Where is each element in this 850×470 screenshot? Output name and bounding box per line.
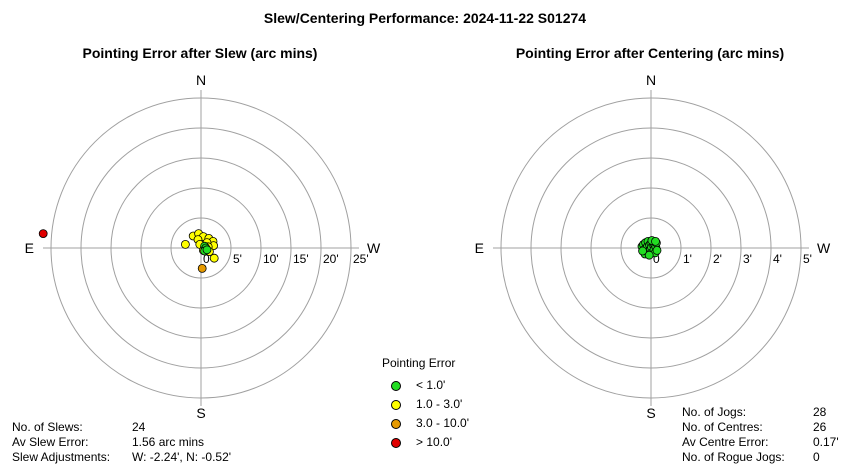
ring-tick-label: 0 <box>653 252 660 266</box>
slew-plot-title: Pointing Error after Slew (arc mins) <box>82 45 318 61</box>
stat-label: No. of Centres: <box>682 420 763 434</box>
stat-label: No. of Slews: <box>12 420 83 434</box>
stat-row: No. of Rogue Jogs: 0 <box>682 450 839 465</box>
stat-label: Av Slew Error: <box>12 435 89 449</box>
centering-error-polar-plot: N S E W 0 1' 2' 3' 4' 5' <box>475 72 831 421</box>
compass-south-label: S <box>196 405 205 421</box>
ring-tick-label: 5' <box>233 252 242 266</box>
legend-item-over-10: > 10.0' <box>382 435 455 454</box>
stat-row: Slew Adjustments: W: -2.24', N: -0.52' <box>12 450 231 465</box>
stat-value: W: -2.24', N: -0.52' <box>132 450 232 464</box>
legend-item-3-to-10: 3.0 - 10.0' <box>382 416 469 435</box>
compass-east-label: E <box>475 240 484 256</box>
compass-north-label: N <box>646 72 656 88</box>
slew-error-polar-plot: N S E W 0 5' 10' 15' 20' 25' <box>25 72 381 421</box>
compass-west-label: W <box>817 240 831 256</box>
stat-row: No. of Jogs: 28 <box>682 405 839 420</box>
ring-tick-label: 4' <box>773 252 782 266</box>
stat-row: Av Centre Error: 0.17' <box>682 435 839 450</box>
compass-east-label: E <box>25 240 34 256</box>
stat-value: 1.56 arc mins <box>132 435 205 449</box>
legend-title: Pointing Error <box>382 356 456 370</box>
error-point <box>38 229 48 239</box>
stat-label: No. of Jogs: <box>682 405 747 419</box>
legend-swatch <box>391 438 401 448</box>
error-point <box>202 245 212 255</box>
ring-tick-label: 2' <box>713 252 722 266</box>
compass-north-label: N <box>196 72 206 88</box>
centering-statistics: No. of Jogs: 28 No. of Centres: 26 Av Ce… <box>682 405 839 465</box>
ring-tick-label: 20' <box>323 252 339 266</box>
stat-value: 28 <box>813 405 827 419</box>
ring-tick-label: 1' <box>683 252 692 266</box>
legend-item-under-1: < 1.0' <box>382 378 455 397</box>
legend-swatch <box>391 400 401 410</box>
ring-tick-label: 5' <box>803 252 812 266</box>
stat-row: Av Slew Error: 1.56 arc mins <box>12 435 231 450</box>
stat-row: No. of Centres: 26 <box>682 420 839 435</box>
error-point <box>209 253 219 263</box>
ring-tick-label: 0 <box>203 252 210 266</box>
legend-swatch <box>391 419 401 429</box>
error-point <box>197 263 207 273</box>
error-point <box>644 250 654 260</box>
ring-tick-label: 15' <box>293 252 309 266</box>
stat-value: 0 <box>813 450 820 464</box>
error-point <box>651 236 660 246</box>
error-point <box>180 239 190 249</box>
compass-south-label: S <box>646 405 655 421</box>
compass-west-label: W <box>367 240 381 256</box>
pointing-error-legend: Pointing Error < 1.0' 1.0 - 3.0' 3.0 - 1… <box>382 356 469 454</box>
stat-label: Av Centre Error: <box>682 435 769 449</box>
legend-item-1-to-3: 1.0 - 3.0' <box>382 397 462 416</box>
error-point <box>652 245 662 255</box>
stat-value: 26 <box>813 420 827 434</box>
report-title: Slew/Centering Performance: 2024-11-22 S… <box>263 10 587 26</box>
ring-tick-label: 10' <box>263 252 279 266</box>
stat-row: No. of Slews: 24 <box>12 420 231 435</box>
slew-statistics: No. of Slews: 24 Av Slew Error: 1.56 arc… <box>12 420 231 465</box>
stat-value: 0.17' <box>813 435 839 449</box>
ring-tick-label: 3' <box>743 252 752 266</box>
centering-plot-title: Pointing Error after Centering (arc mins… <box>515 45 785 61</box>
ring-tick-label: 25' <box>353 252 369 266</box>
legend-label: > 10.0' <box>416 435 452 449</box>
legend-label: 3.0 - 10.0' <box>416 416 469 430</box>
stat-label: No. of Rogue Jogs: <box>682 450 785 464</box>
legend-label: < 1.0' <box>416 378 446 392</box>
legend-label: 1.0 - 3.0' <box>416 397 463 411</box>
legend-swatch <box>391 381 401 391</box>
stat-value: 24 <box>132 420 146 434</box>
error-point <box>638 246 648 256</box>
stat-label: Slew Adjustments: <box>12 450 111 464</box>
